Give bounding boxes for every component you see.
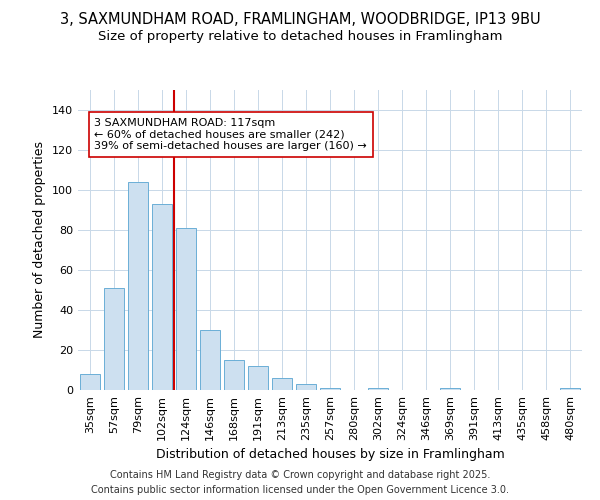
Bar — [560, 388, 580, 390]
X-axis label: Distribution of detached houses by size in Framlingham: Distribution of detached houses by size … — [155, 448, 505, 461]
Text: Contains public sector information licensed under the Open Government Licence 3.: Contains public sector information licen… — [91, 485, 509, 495]
Bar — [224, 360, 244, 390]
Bar — [80, 374, 100, 390]
Bar — [320, 388, 340, 390]
Text: 3 SAXMUNDHAM ROAD: 117sqm
← 60% of detached houses are smaller (242)
39% of semi: 3 SAXMUNDHAM ROAD: 117sqm ← 60% of detac… — [94, 118, 367, 151]
Bar — [176, 228, 196, 390]
Y-axis label: Number of detached properties: Number of detached properties — [34, 142, 46, 338]
Bar — [128, 182, 148, 390]
Bar — [440, 388, 460, 390]
Bar — [272, 378, 292, 390]
Text: Size of property relative to detached houses in Framlingham: Size of property relative to detached ho… — [98, 30, 502, 43]
Bar — [248, 366, 268, 390]
Text: 3, SAXMUNDHAM ROAD, FRAMLINGHAM, WOODBRIDGE, IP13 9BU: 3, SAXMUNDHAM ROAD, FRAMLINGHAM, WOODBRI… — [59, 12, 541, 28]
Bar — [296, 384, 316, 390]
Bar — [368, 388, 388, 390]
Bar — [200, 330, 220, 390]
Bar — [104, 288, 124, 390]
Bar — [152, 204, 172, 390]
Text: Contains HM Land Registry data © Crown copyright and database right 2025.: Contains HM Land Registry data © Crown c… — [110, 470, 490, 480]
